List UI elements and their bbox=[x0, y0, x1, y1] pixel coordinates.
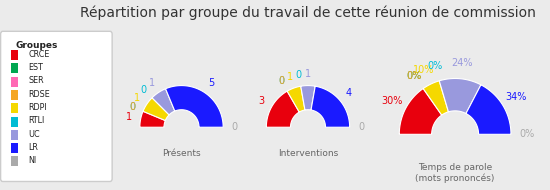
Polygon shape bbox=[301, 86, 315, 110]
Text: 0: 0 bbox=[358, 122, 365, 132]
Text: NI: NI bbox=[29, 156, 37, 165]
FancyBboxPatch shape bbox=[1, 31, 112, 181]
Text: 0%: 0% bbox=[406, 71, 422, 81]
Text: Présents: Présents bbox=[162, 149, 201, 158]
Bar bbox=[12, 103, 18, 113]
Polygon shape bbox=[287, 86, 305, 112]
Text: 10%: 10% bbox=[414, 65, 435, 75]
Bar bbox=[12, 130, 18, 140]
Text: LR: LR bbox=[29, 143, 38, 152]
Bar bbox=[12, 116, 18, 127]
Text: RDSE: RDSE bbox=[29, 90, 50, 99]
Text: 1: 1 bbox=[134, 93, 140, 103]
Text: 4: 4 bbox=[346, 88, 352, 98]
Polygon shape bbox=[152, 89, 175, 115]
Text: 1: 1 bbox=[149, 78, 155, 88]
Text: 0: 0 bbox=[141, 85, 147, 94]
Text: 0: 0 bbox=[278, 76, 284, 86]
Polygon shape bbox=[266, 91, 299, 127]
Bar bbox=[12, 50, 18, 60]
Polygon shape bbox=[140, 111, 166, 127]
Text: 0: 0 bbox=[129, 102, 135, 112]
Text: RTLI: RTLI bbox=[29, 116, 45, 125]
Bar bbox=[12, 63, 18, 74]
Text: 34%: 34% bbox=[505, 92, 527, 102]
Text: 3: 3 bbox=[258, 96, 265, 106]
Text: 0: 0 bbox=[296, 70, 302, 80]
Text: UC: UC bbox=[29, 130, 40, 139]
Bar bbox=[12, 90, 18, 100]
Polygon shape bbox=[423, 81, 448, 115]
Text: Interventions: Interventions bbox=[278, 149, 338, 158]
Bar bbox=[12, 143, 18, 153]
Text: EST: EST bbox=[29, 63, 43, 72]
Text: Répartition par groupe du travail de cette réunion de commission: Répartition par groupe du travail de cet… bbox=[80, 6, 536, 20]
Text: 0: 0 bbox=[278, 76, 284, 86]
Polygon shape bbox=[399, 89, 442, 134]
Polygon shape bbox=[311, 86, 350, 127]
Text: 0: 0 bbox=[232, 122, 238, 132]
Text: 1: 1 bbox=[305, 69, 311, 79]
Bar bbox=[12, 77, 18, 87]
Text: 0%: 0% bbox=[519, 129, 534, 139]
Bar bbox=[12, 156, 18, 166]
Text: 5: 5 bbox=[208, 78, 214, 88]
Text: 0%: 0% bbox=[406, 71, 422, 81]
Text: RDPI: RDPI bbox=[29, 103, 47, 112]
Text: Temps de parole
(mots prononcés): Temps de parole (mots prononcés) bbox=[415, 163, 495, 183]
Polygon shape bbox=[466, 85, 511, 134]
Polygon shape bbox=[166, 86, 223, 127]
Text: SER: SER bbox=[29, 77, 44, 86]
Text: 0%: 0% bbox=[427, 61, 442, 71]
Text: CRCE: CRCE bbox=[29, 50, 50, 59]
Text: 30%: 30% bbox=[381, 96, 403, 106]
Polygon shape bbox=[143, 98, 169, 120]
Text: 0: 0 bbox=[129, 102, 135, 112]
Polygon shape bbox=[439, 78, 481, 114]
Text: 1: 1 bbox=[126, 112, 132, 122]
Text: 1: 1 bbox=[287, 72, 293, 82]
Text: Groupes: Groupes bbox=[15, 41, 58, 50]
Text: 24%: 24% bbox=[451, 58, 473, 68]
